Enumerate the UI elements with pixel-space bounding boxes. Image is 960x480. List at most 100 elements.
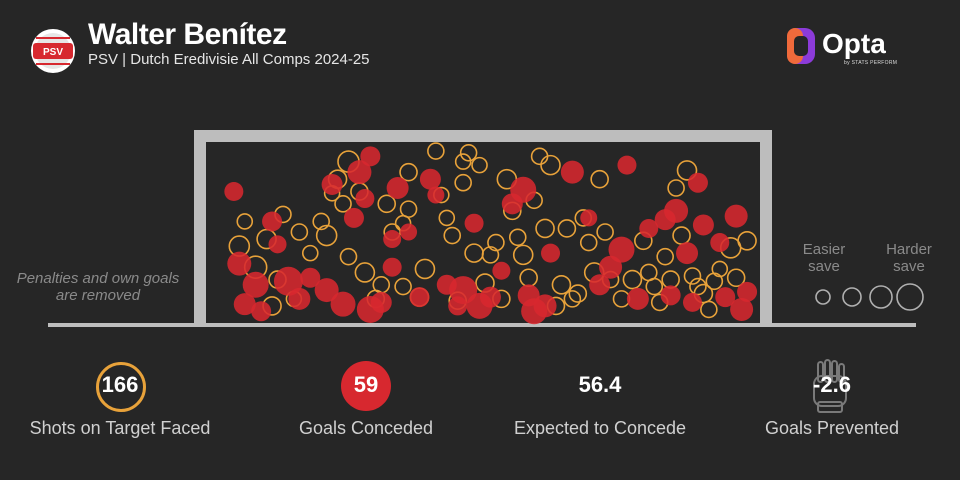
saved-shot-dot — [427, 142, 445, 160]
goal-conceded-dot — [370, 291, 392, 313]
saved-shot-dot — [645, 277, 664, 296]
goal-conceded-dot — [608, 236, 635, 263]
goal-conceded-dot — [710, 233, 730, 253]
gold-ring-icon — [96, 362, 146, 412]
goal-conceded-dot — [687, 172, 708, 193]
goal-conceded-dot — [347, 160, 372, 185]
saved-shot-dot — [414, 258, 436, 280]
goal-conceded-dot — [589, 274, 611, 296]
goal-conceded-dot — [715, 287, 736, 308]
saved-shot-dot — [512, 244, 534, 266]
penalties-note: Penalties and own goals are removed — [8, 270, 188, 304]
legend-easier-label: Easier save — [802, 241, 846, 275]
player-name: Walter Benítez — [88, 18, 287, 51]
saved-shot-dot — [312, 212, 331, 231]
goal-conceded-dot — [300, 267, 321, 288]
saved-shot-dot — [551, 274, 572, 295]
saved-shot-dot — [563, 290, 582, 308]
saved-shot-dot — [596, 223, 614, 241]
goal-conceded-dot — [724, 204, 748, 228]
goal-conceded-dot — [692, 214, 714, 236]
opta-mark-icon — [787, 28, 815, 64]
goal-conceded-dot — [427, 186, 445, 204]
saved-shot-dot — [683, 267, 702, 285]
goal-conceded-dot — [262, 211, 283, 232]
goal-conceded-dot — [383, 230, 402, 249]
saved-shot-dot — [590, 169, 609, 189]
goal-conceded-dot — [355, 189, 375, 209]
saved-shot-dot — [377, 194, 397, 214]
saved-shot-dot — [508, 228, 527, 247]
saved-shot-dot — [454, 173, 472, 192]
goal-conceded-dot — [227, 251, 252, 276]
goal-conceded-dot — [224, 182, 244, 202]
saved-shot-dot — [334, 195, 352, 213]
saved-shot-dot — [487, 233, 505, 252]
saved-shot-dot — [459, 144, 478, 162]
goal-frame — [48, 130, 916, 327]
saved-shot-dot — [672, 226, 691, 245]
saved-shot-dot — [711, 260, 729, 278]
saved-shot-dot — [689, 277, 707, 296]
goal-conceded-dot — [314, 278, 339, 303]
goal-conceded-dot — [360, 146, 381, 167]
legend-size-circle — [815, 289, 831, 305]
saved-shot-dot — [676, 160, 698, 181]
saved-shot-dot — [535, 218, 555, 239]
saved-shot-dot — [579, 233, 598, 252]
saved-shot-dot — [667, 179, 685, 197]
goal-conceded-dot — [464, 213, 484, 233]
saved-shot-dot — [399, 162, 418, 182]
saved-shot-dot — [700, 300, 718, 319]
goal-conceded-dot — [639, 218, 659, 238]
saved-shot-dot — [454, 153, 472, 170]
saved-shot-dot — [481, 246, 500, 264]
goal-conceded-dot — [676, 242, 699, 265]
goal-conceded-dot — [400, 223, 418, 241]
stats-row: 166 Shots on Target Faced 59 Goals Conce… — [0, 352, 960, 452]
goal-conceded-dot — [419, 168, 441, 190]
saved-shot-dot — [354, 262, 376, 283]
club-badge-text: PSV — [43, 47, 63, 58]
goal-conceded-dot — [737, 281, 758, 302]
legend-harder-label: Harder save — [886, 241, 932, 275]
stat-value: 56.4 — [578, 372, 622, 397]
goal-conceded-dot — [233, 293, 256, 316]
stat-value: 166 — [101, 372, 139, 397]
goal-conceded-dot — [288, 287, 311, 310]
goal-conceded-dot — [409, 287, 430, 308]
red-circle-icon — [341, 361, 391, 411]
goal-conceded-dot — [541, 243, 561, 263]
goal-conceded-dot — [343, 207, 364, 228]
competition-subtitle: PSV | Dutch Eredivisie All Comps 2024-25 — [88, 51, 370, 68]
goal-conceded-dot — [386, 177, 409, 199]
stat-label: Goals Prevented — [764, 418, 900, 438]
stat-expected-to-concede: 56.4 Expected to Concede — [480, 352, 720, 439]
goal-conceded-dot — [560, 160, 584, 184]
saved-shot-dot — [540, 154, 561, 176]
saved-shot-dot — [301, 244, 319, 262]
saved-shot-dot — [557, 219, 577, 238]
saved-shot-dot — [568, 284, 588, 303]
saved-shot-dot — [394, 277, 412, 296]
saved-shot-dot — [236, 213, 254, 230]
stat-goals-conceded: 59 Goals Conceded — [246, 352, 486, 439]
stat-label: Shots on Target Faced — [29, 418, 211, 438]
goal-conceded-dot — [330, 291, 356, 317]
note-line-1: Penalties and own goals — [16, 270, 180, 287]
saved-shot-dot — [372, 275, 391, 294]
saved-shot-dot — [656, 247, 674, 266]
saved-shot-dot — [438, 209, 456, 227]
goal-conceded-dot — [479, 286, 501, 308]
legend-size-circles — [815, 283, 924, 311]
stat-goals-prevented: -2.6 Goals Prevented — [712, 352, 952, 439]
goal-conceded-dot — [492, 261, 511, 280]
goal-conceded-dot — [730, 297, 754, 321]
stat-value: -2.6 — [813, 372, 851, 397]
stat-value: 59 — [353, 372, 379, 397]
saved-shot-dot — [290, 223, 309, 241]
opta-submark: by STATS PERFORM — [844, 60, 898, 66]
stat-label: Goals Conceded — [298, 418, 434, 438]
goal-conceded-dot — [533, 294, 557, 318]
goal-conceded-dot — [617, 155, 637, 175]
